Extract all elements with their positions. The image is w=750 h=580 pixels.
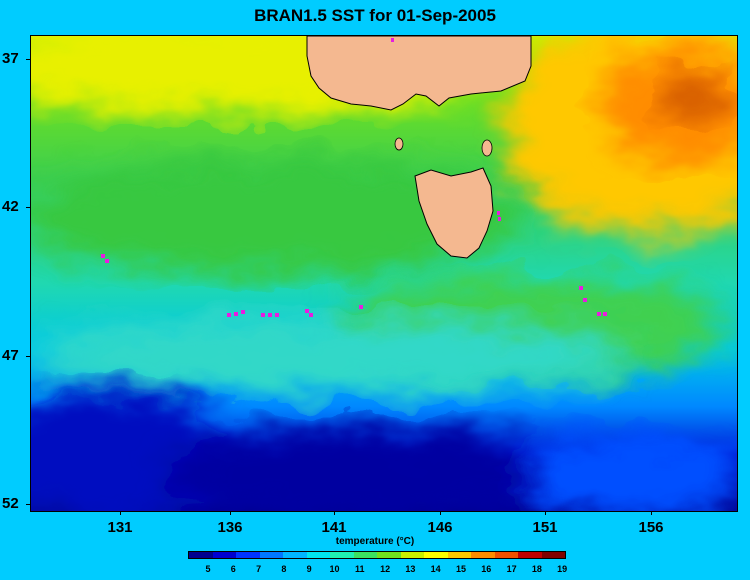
lon-tick (440, 511, 441, 515)
colorbar-segment (236, 552, 260, 558)
king-island (394, 137, 404, 151)
colorbar-segment (330, 552, 354, 558)
obs-marker (305, 309, 309, 313)
colorbar-tick-label: 18 (531, 564, 542, 574)
colorbar-tick-label: 16 (481, 564, 492, 574)
map-title: BRAN1.5 SST for 01-Sep-2005 (254, 6, 496, 25)
obs-marker (234, 312, 238, 316)
colorbar-segment (353, 552, 377, 558)
colorbar-segment (541, 552, 565, 558)
mainland-australia (306, 36, 532, 111)
obs-marker (101, 254, 105, 258)
colorbar-tick-label: 6 (230, 564, 236, 574)
colorbar-segment (424, 552, 448, 558)
lat-tick (26, 207, 30, 208)
colorbar-tick-label: 11 (355, 564, 365, 574)
colorbar-tick-label: 10 (329, 564, 340, 574)
colorbar-segment (377, 552, 401, 558)
colorbar-tick-label: 9 (306, 564, 312, 574)
obs-marker (579, 286, 583, 290)
cold-east (521, 431, 737, 511)
colorbar-segment (259, 552, 283, 558)
colorbar-tick-label: 13 (405, 564, 416, 574)
lat-tick (26, 504, 30, 505)
colorbar-tick-label: 12 (380, 564, 391, 574)
colorbar-segment (306, 552, 330, 558)
colorbar-tick-label: 7 (256, 564, 262, 574)
colorbar-segment (447, 552, 471, 558)
colorbar-segment (212, 552, 236, 558)
colorbar-segment (494, 552, 518, 558)
colorbar-segment (471, 552, 495, 558)
colorbar-title: temperature (°C) (335, 536, 415, 547)
lat-label-47: 47 (2, 347, 19, 364)
green-band (31, 156, 521, 276)
lon-label-141: 141 (321, 519, 347, 536)
hot-core-inner (656, 66, 726, 126)
sst-map (30, 35, 738, 512)
sst-map-canvas (31, 36, 737, 511)
obs-marker (498, 217, 501, 221)
lon-label-156: 156 (638, 519, 664, 536)
lat-label-42: 42 (2, 198, 19, 215)
obs-marker (497, 211, 500, 215)
lat-tick (26, 356, 30, 357)
colorbar-tick-label: 15 (455, 564, 466, 574)
obs-marker (105, 259, 109, 263)
flinders-island (481, 139, 493, 157)
obs-marker (241, 310, 245, 314)
lon-tick (120, 511, 121, 515)
obs-marker (597, 312, 601, 316)
obs-marker (391, 38, 394, 42)
tasmania (414, 167, 494, 259)
observation-markers (101, 38, 607, 317)
cold-center (161, 426, 561, 511)
obs-marker (261, 313, 265, 317)
lon-tick (545, 511, 546, 515)
colorbar-segment (189, 552, 213, 558)
obs-marker (603, 312, 607, 316)
colorbar-tick-label: 8 (281, 564, 287, 574)
obs-marker (275, 313, 279, 317)
lon-tick (334, 511, 335, 515)
cool-band (31, 316, 631, 396)
colorbar-tick-label: 14 (430, 564, 441, 574)
obs-marker (227, 313, 231, 317)
lon-label-136: 136 (217, 519, 243, 536)
lon-tick (230, 511, 231, 515)
colorbar-tick-label: 5 (205, 564, 211, 574)
lon-label-131: 131 (107, 519, 133, 536)
lon-label-146: 146 (427, 519, 453, 536)
colorbar-segment (400, 552, 424, 558)
lat-tick (26, 59, 30, 60)
lon-label-151: 151 (532, 519, 558, 536)
colorbar-segment (518, 552, 542, 558)
obs-marker (309, 313, 313, 317)
colorbar-tick-label: 19 (557, 564, 568, 574)
temperature-colorbar (188, 551, 566, 559)
colorbar-tick-label: 17 (506, 564, 517, 574)
lat-label-37: 37 (2, 50, 19, 67)
obs-marker (583, 298, 587, 302)
obs-marker (268, 313, 272, 317)
colorbar-segment (283, 552, 307, 558)
lon-tick (651, 511, 652, 515)
lat-label-52: 52 (2, 495, 19, 512)
obs-marker (359, 305, 363, 309)
